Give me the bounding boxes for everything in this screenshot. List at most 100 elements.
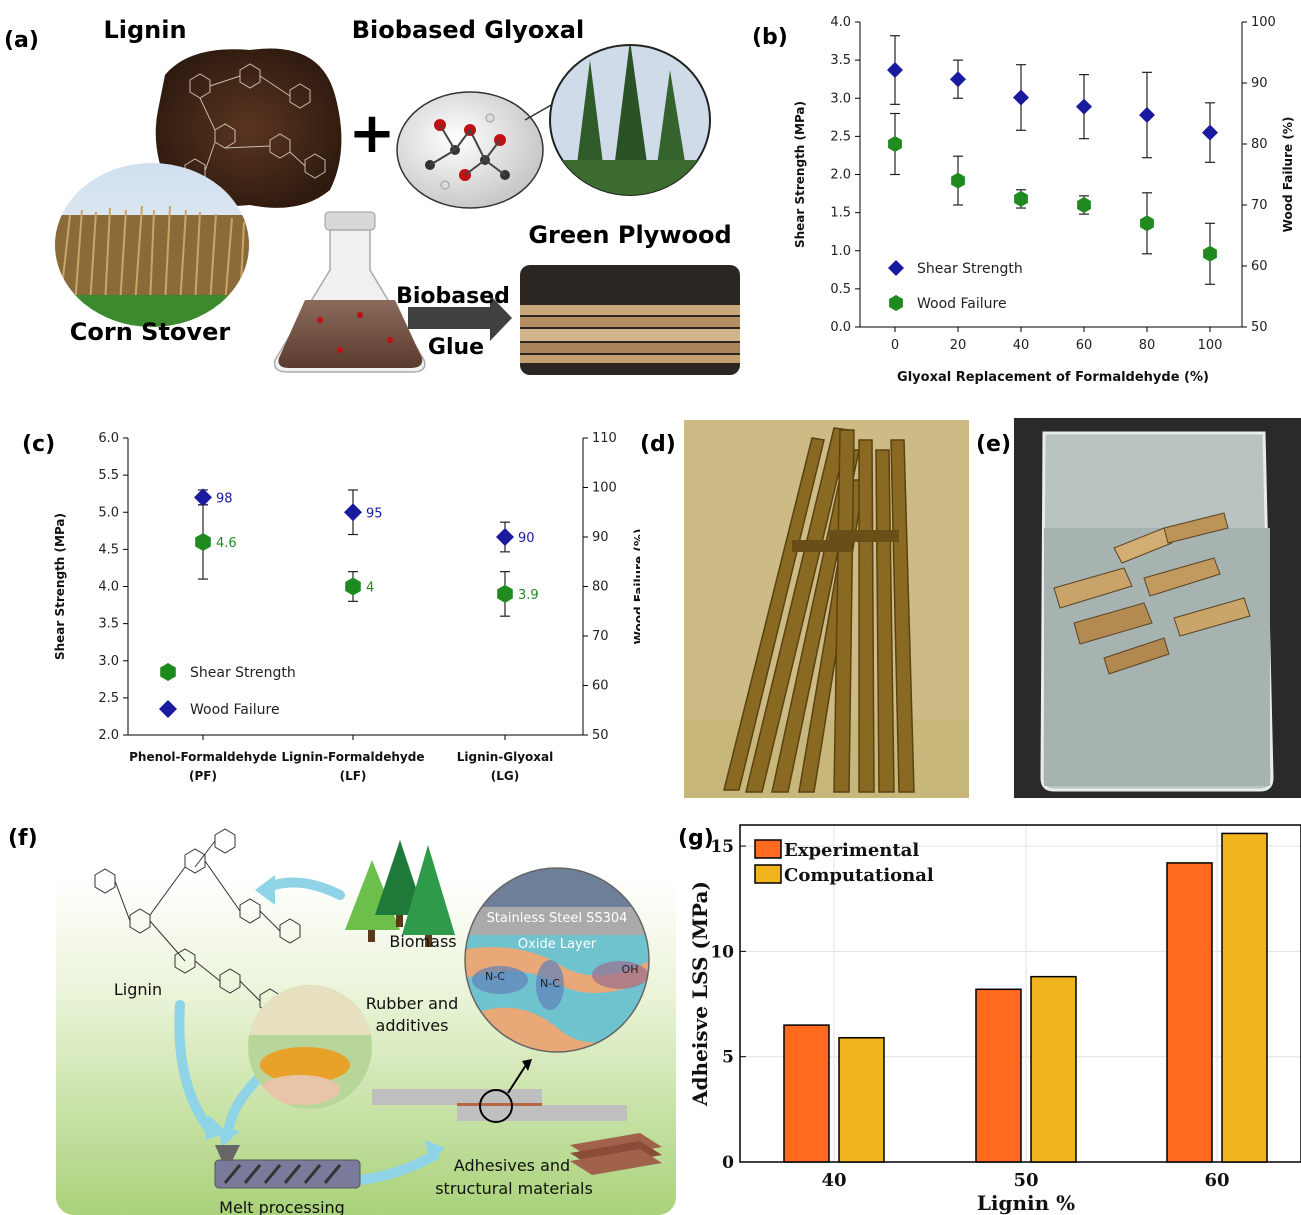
lignin-structure bbox=[94, 828, 301, 1014]
steel-label: Stainless Steel SS304 bbox=[487, 911, 628, 926]
legend-swatch bbox=[754, 864, 782, 884]
rubber-label-line1: Rubber and bbox=[366, 994, 458, 1013]
y-tick-label: 2.0 bbox=[830, 168, 851, 183]
y-tick-label: 0.0 bbox=[830, 320, 851, 335]
forest-lens-image bbox=[549, 44, 711, 196]
data-point-wood-failure bbox=[951, 172, 965, 189]
x-tick-label: 50 bbox=[1013, 1170, 1038, 1191]
lap-joint-substrate bbox=[372, 1059, 627, 1123]
green-plywood-image bbox=[520, 265, 740, 375]
y2-tick-label: 60 bbox=[1251, 259, 1268, 274]
legend-marker bbox=[159, 700, 177, 718]
y-tick-label: 5.0 bbox=[98, 505, 119, 520]
y-tick-label: 6.0 bbox=[98, 431, 119, 446]
y2-tick-label: 50 bbox=[592, 728, 609, 743]
rubber-photo bbox=[248, 985, 372, 1109]
lignin-title: Lignin bbox=[103, 16, 186, 44]
data-point-shear-strength bbox=[1139, 107, 1155, 124]
panel-f-illustration: Lignin Biomass Rubber and additives Stai… bbox=[56, 828, 676, 1215]
chart-b: 0.0 0.5 1.0 1.5 2.0 2.5 3.0 3.5 4.0 50 60 70 80 90 100… bbox=[793, 15, 1295, 385]
legend-marker bbox=[888, 260, 904, 276]
x-tick-label: Lignin-Glyoxal bbox=[457, 750, 554, 764]
panel-e-photo bbox=[1014, 418, 1301, 798]
y-tick-label: 5 bbox=[722, 1048, 734, 1068]
biomass-label: Biomass bbox=[389, 932, 456, 951]
panel-d-photo bbox=[684, 420, 969, 798]
data-point-shear-strength bbox=[345, 577, 361, 596]
panel-e-label: (e) bbox=[976, 432, 1012, 457]
glue-label-line1: Biobased bbox=[396, 284, 510, 309]
data-label: 4 bbox=[366, 581, 374, 596]
y-tick-label: 3.5 bbox=[98, 617, 119, 632]
bar-experimental bbox=[783, 1024, 830, 1163]
legend-label: Computational bbox=[784, 865, 934, 886]
data-label: 90 bbox=[518, 531, 535, 546]
chart-c: 2.0 2.5 3.0 3.5 4.0 4.5 5.0 5.5 6.0 50 60 70 80 90 100… bbox=[53, 431, 640, 783]
data-point-shear-strength bbox=[1013, 89, 1029, 106]
bar-computational bbox=[1030, 975, 1077, 1163]
y-tick-label: 2.0 bbox=[98, 728, 119, 743]
panel-b-label: (b) bbox=[752, 25, 788, 50]
legend-label: Experimental bbox=[784, 840, 919, 861]
y-tick-label: 5.5 bbox=[98, 468, 119, 483]
x-axis-title: Glyoxal Replacement of Formaldehyde (%) bbox=[897, 370, 1209, 385]
x-tick-label: 40 bbox=[821, 1170, 846, 1191]
glyoxal-molecule-bubble bbox=[396, 91, 561, 209]
y-tick-label: 4.5 bbox=[98, 542, 119, 557]
data-point-shear-strength bbox=[1076, 98, 1092, 115]
data-point-shear-strength bbox=[497, 584, 513, 603]
x-tick-label: 40 bbox=[1013, 338, 1030, 353]
panel-c-label: (c) bbox=[22, 432, 56, 457]
data-point-wood-failure bbox=[1014, 190, 1028, 207]
panel-a-illustration: + bbox=[55, 16, 740, 375]
data-point-wood-failure bbox=[1203, 245, 1217, 262]
y2-tick-label: 100 bbox=[1251, 15, 1276, 30]
bar-computational bbox=[1221, 832, 1268, 1163]
panel-a-label: (a) bbox=[4, 28, 39, 53]
green-plywood-title: Green Plywood bbox=[528, 221, 731, 249]
legend-marker bbox=[160, 663, 176, 681]
glue-arrow bbox=[408, 295, 512, 341]
rubber-label-line2: additives bbox=[376, 1016, 449, 1035]
legend-label: Shear Strength bbox=[190, 665, 296, 681]
oh-label: OH bbox=[622, 963, 639, 976]
x-tick-label: 20 bbox=[950, 338, 967, 353]
y-tick-label: 3.0 bbox=[98, 654, 119, 669]
laminate-stack bbox=[570, 1133, 662, 1175]
x-axis-title: Lignin % bbox=[977, 1191, 1075, 1215]
data-point-wood-failure bbox=[194, 488, 212, 507]
oxide-label: Oxide Layer bbox=[518, 937, 597, 952]
biomass-trees bbox=[345, 840, 455, 947]
y2-tick-label: 70 bbox=[1251, 198, 1268, 213]
y-tick-label: 1.0 bbox=[830, 244, 851, 259]
lignin-label: Lignin bbox=[114, 980, 162, 999]
data-label: 98 bbox=[216, 491, 233, 506]
x-tick-label: 80 bbox=[1139, 338, 1156, 353]
data-point-wood-failure bbox=[1077, 197, 1091, 213]
y-tick-label: 4.0 bbox=[98, 580, 119, 595]
data-point-wood-failure bbox=[496, 528, 514, 546]
y-tick-label: 2.5 bbox=[98, 691, 119, 706]
legend-label: Wood Failure bbox=[917, 296, 1007, 312]
legend-label: Shear Strength bbox=[917, 261, 1023, 277]
data-label: 95 bbox=[366, 506, 383, 521]
data-point-wood-failure bbox=[888, 136, 902, 152]
x-tick-label: (LG) bbox=[491, 769, 519, 783]
data-point-shear-strength bbox=[195, 533, 211, 551]
y-tick-label: 10 bbox=[710, 942, 734, 962]
x-tick-label: Lignin-Formaldehyde bbox=[282, 750, 425, 764]
melt-processing-label: Melt processing bbox=[219, 1198, 345, 1215]
x-tick-label: 60 bbox=[1076, 338, 1093, 353]
bar-experimental bbox=[975, 988, 1022, 1163]
x-tick-label: (PF) bbox=[189, 769, 217, 783]
adhesives-label-line1: Adhesives and bbox=[454, 1156, 570, 1175]
y-tick-label: 3.5 bbox=[830, 53, 851, 68]
glue-label-line2: Glue bbox=[428, 335, 484, 360]
panel-g-label: (g) bbox=[678, 826, 714, 851]
y-tick-label: 0.5 bbox=[830, 282, 851, 297]
y-axis-title: Adheisve LSS (MPa) bbox=[688, 881, 712, 1107]
chart-g: 0 5 10 15 Experimental Computational 40 50 60 Lig… bbox=[688, 824, 1301, 1215]
glyoxal-title: Biobased Glyoxal bbox=[352, 16, 584, 44]
y2-axis-title: Wood Failure (%) bbox=[1281, 117, 1295, 233]
x-tick-label: 60 bbox=[1204, 1170, 1229, 1191]
